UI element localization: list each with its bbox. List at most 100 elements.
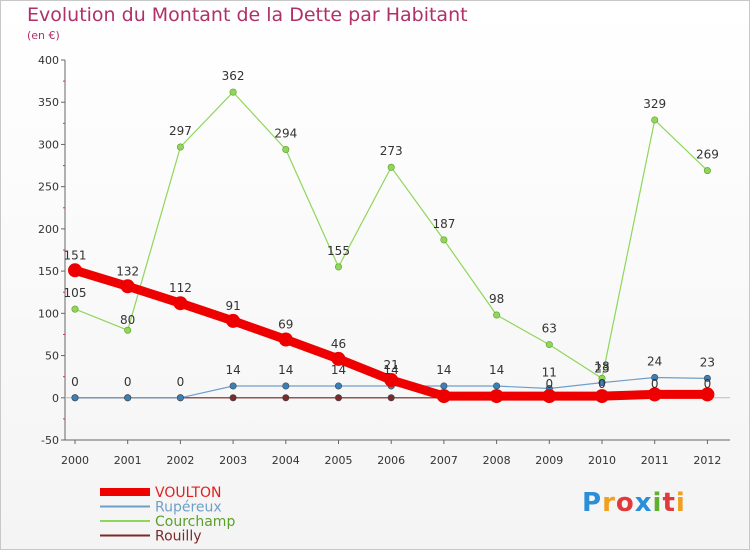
series-point-2 bbox=[387, 163, 395, 171]
y-tick-label: 400 bbox=[38, 54, 59, 67]
data-label: 269 bbox=[696, 148, 719, 162]
data-label: 18 bbox=[594, 360, 609, 374]
series-point-1 bbox=[71, 394, 79, 402]
series-point-0 bbox=[331, 351, 346, 366]
data-label: 112 bbox=[169, 281, 192, 295]
series-point-2 bbox=[176, 143, 184, 151]
data-label: 0 bbox=[598, 377, 606, 391]
series-point-0 bbox=[542, 389, 557, 404]
series-point-1 bbox=[703, 374, 711, 382]
y-tick-label: 100 bbox=[38, 307, 59, 320]
logo-letter: t bbox=[662, 488, 676, 518]
series-point-2 bbox=[71, 305, 79, 313]
x-tick-label: 2006 bbox=[377, 454, 405, 467]
x-tick-label: 2004 bbox=[272, 454, 300, 467]
data-label: 297 bbox=[169, 124, 192, 138]
y-tick-label: 0 bbox=[52, 392, 59, 405]
data-label: 80 bbox=[120, 313, 135, 327]
logo-letter: o bbox=[615, 488, 635, 518]
data-labels: 151 132 112 91 69 46 21 0 0 0 14 14 14 14 14 14 11 18 24 23… bbox=[64, 69, 719, 391]
x-tick-label: 2007 bbox=[430, 454, 458, 467]
data-label: 105 bbox=[64, 286, 87, 300]
x-tick-label: 2000 bbox=[61, 454, 89, 467]
legend-label: Rouilly bbox=[155, 529, 202, 545]
series-point-1 bbox=[334, 382, 342, 390]
x-tick-label: 2005 bbox=[325, 454, 353, 467]
data-label: 0 bbox=[177, 375, 185, 389]
series-point-2 bbox=[282, 146, 290, 154]
logo-letter: x bbox=[634, 488, 653, 518]
x-tick-label: 2011 bbox=[641, 454, 669, 467]
data-label: 329 bbox=[643, 97, 666, 111]
series-point-2 bbox=[440, 236, 448, 244]
series-point-1 bbox=[176, 394, 184, 402]
series-point-0 bbox=[68, 263, 82, 278]
series-point-0 bbox=[595, 389, 609, 404]
x-tick-label: 2003 bbox=[219, 454, 247, 467]
series-point-0 bbox=[700, 387, 715, 402]
series-point-3 bbox=[334, 394, 342, 402]
y-tick-label: 350 bbox=[38, 96, 59, 109]
series-point-1 bbox=[493, 382, 501, 390]
proxiti-logo: Proxiti bbox=[582, 488, 686, 518]
data-label: 63 bbox=[542, 322, 557, 336]
series-point-0 bbox=[647, 387, 662, 402]
data-label: 294 bbox=[274, 127, 297, 141]
data-label: 11 bbox=[542, 365, 557, 379]
x-tick-label: 2008 bbox=[483, 454, 511, 467]
data-label: 132 bbox=[116, 264, 139, 278]
legend-label: Rupéreux bbox=[155, 500, 222, 516]
series-point-3 bbox=[282, 394, 290, 402]
data-label: 14 bbox=[278, 363, 293, 377]
y-tick-label: 200 bbox=[38, 223, 59, 236]
logo-letter: i bbox=[652, 488, 663, 518]
series-point-1 bbox=[124, 394, 132, 402]
series-point-1 bbox=[282, 382, 290, 390]
x-tick-label: 2010 bbox=[588, 454, 616, 467]
data-label: 0 bbox=[545, 377, 553, 391]
data-label: 24 bbox=[647, 355, 662, 369]
data-label: 14 bbox=[436, 363, 451, 377]
logo-letter: P bbox=[582, 488, 603, 518]
legend-label: VOULTON bbox=[155, 485, 222, 501]
series-point-2 bbox=[545, 341, 553, 349]
y-tick-label: 150 bbox=[38, 265, 59, 278]
data-label: 14 bbox=[489, 363, 504, 377]
series-point-1 bbox=[440, 382, 448, 390]
data-label: 273 bbox=[380, 144, 403, 158]
data-label: 0 bbox=[651, 377, 659, 391]
series-point-0 bbox=[436, 389, 451, 404]
data-label: 151 bbox=[64, 248, 87, 262]
x-tick-label: 2002 bbox=[166, 454, 194, 467]
data-label: 0 bbox=[124, 375, 132, 389]
data-label: 155 bbox=[327, 244, 350, 258]
y-tick-label: 300 bbox=[38, 138, 59, 151]
y-tick-label: -50 bbox=[41, 434, 59, 447]
data-label: 69 bbox=[278, 318, 293, 332]
series-point-0 bbox=[278, 332, 293, 347]
data-label: 46 bbox=[331, 337, 346, 351]
series-point-0 bbox=[226, 313, 241, 328]
data-label: 0 bbox=[704, 377, 712, 391]
data-label: 91 bbox=[225, 299, 240, 313]
series-point-2 bbox=[703, 167, 711, 175]
data-label: 187 bbox=[432, 217, 455, 231]
x-tick-label: 2012 bbox=[693, 454, 721, 467]
series-point-1 bbox=[651, 374, 659, 382]
data-label: 14 bbox=[384, 363, 399, 377]
legend-label: Courchamp bbox=[155, 514, 235, 530]
series-point-0 bbox=[384, 373, 399, 388]
series-point-2 bbox=[124, 326, 132, 334]
x-tick-label: 2001 bbox=[114, 454, 142, 467]
series-point-2 bbox=[651, 116, 659, 124]
chart-unit: (en €) bbox=[27, 29, 60, 42]
data-label: 21 bbox=[384, 358, 399, 372]
data-label: 23 bbox=[594, 361, 609, 375]
data-label: 362 bbox=[222, 69, 245, 83]
series-point-0 bbox=[173, 296, 188, 311]
series-point-2 bbox=[493, 311, 501, 319]
series-point-3 bbox=[387, 394, 395, 402]
